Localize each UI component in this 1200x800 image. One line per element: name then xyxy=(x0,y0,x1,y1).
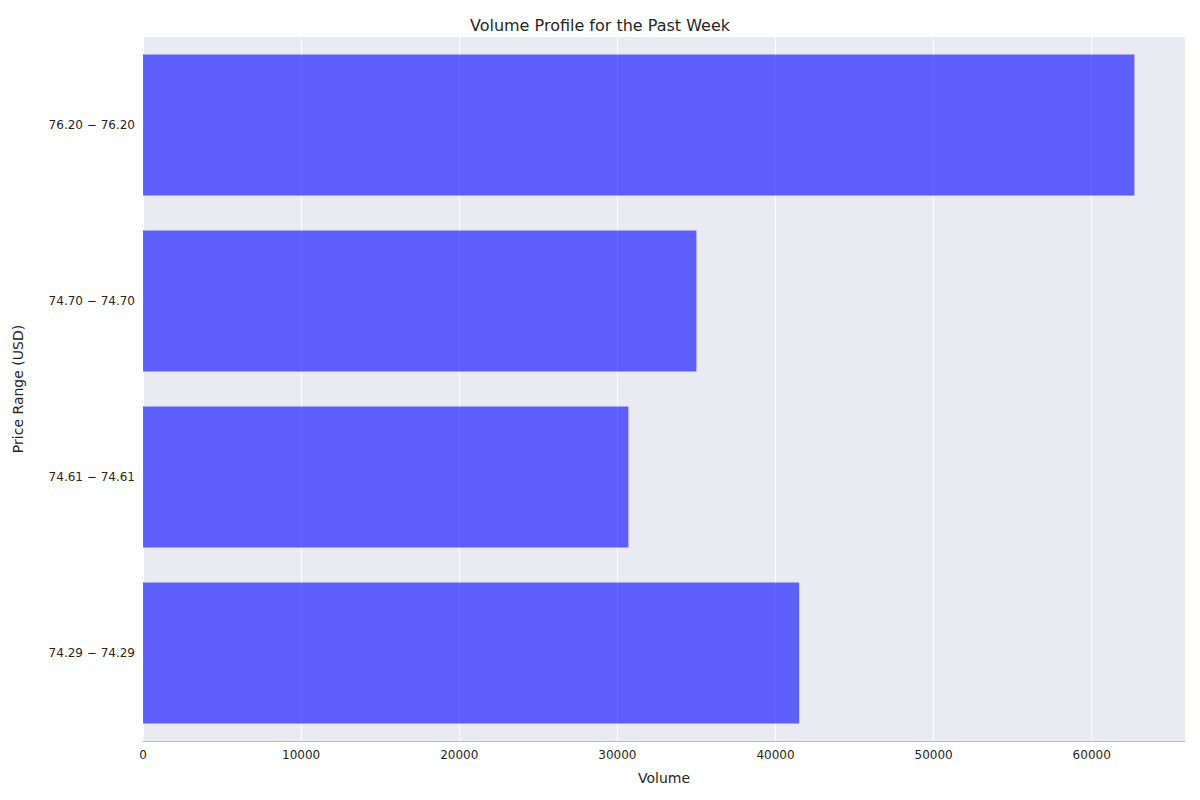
svg-text:50000: 50000 xyxy=(914,748,952,762)
svg-text:Price Range (USD): Price Range (USD) xyxy=(10,325,26,453)
svg-text:40000: 40000 xyxy=(756,748,794,762)
svg-text:76.20 − 76.20: 76.20 − 76.20 xyxy=(49,118,135,132)
svg-text:30000: 30000 xyxy=(598,748,636,762)
svg-text:74.29 − 74.29: 74.29 − 74.29 xyxy=(49,646,135,660)
svg-text:Volume: Volume xyxy=(638,770,690,786)
svg-text:Volume Profile for the Past We: Volume Profile for the Past Week xyxy=(470,16,731,35)
svg-text:10000: 10000 xyxy=(282,748,320,762)
svg-text:0: 0 xyxy=(139,748,147,762)
svg-text:74.70 − 74.70: 74.70 − 74.70 xyxy=(49,294,135,308)
svg-text:74.61 − 74.61: 74.61 − 74.61 xyxy=(49,470,135,484)
svg-text:20000: 20000 xyxy=(440,748,478,762)
svg-text:60000: 60000 xyxy=(1073,748,1111,762)
